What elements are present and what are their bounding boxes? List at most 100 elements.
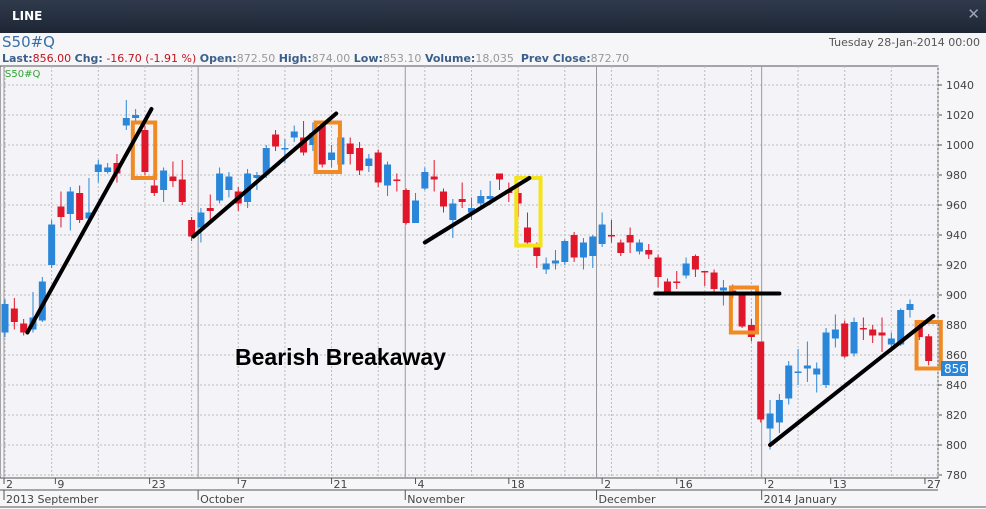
candle-body <box>738 295 746 327</box>
y-tick-label: 880 <box>946 319 967 332</box>
x-tick-label: 18 <box>511 478 525 491</box>
datetime: Tuesday 28-Jan-2014 00:00 <box>829 36 980 49</box>
candle-body <box>281 148 289 150</box>
y-tick-label: 980 <box>946 169 967 182</box>
candle-body <box>645 250 653 255</box>
candle-body <box>48 224 56 265</box>
candle-body <box>663 281 671 292</box>
candle-body <box>384 164 392 186</box>
candle-body <box>197 212 205 228</box>
x-tick-label: 9 <box>57 478 64 491</box>
candle-body <box>831 329 839 339</box>
candle-body <box>710 272 718 289</box>
candle-body <box>365 158 373 166</box>
candle-body <box>449 203 457 220</box>
candle-body <box>468 208 475 213</box>
candle-body <box>850 322 858 354</box>
open-value: 872.50 <box>236 52 276 65</box>
candle-body <box>775 400 783 423</box>
month-label: 2014 January <box>764 493 838 506</box>
annotation-text: Bearish Breakaway <box>235 344 446 370</box>
candle-body <box>906 304 914 310</box>
candle-body <box>430 176 438 180</box>
x-tick-label: 27 <box>927 478 941 491</box>
symbol-title: S50#Q <box>2 33 55 51</box>
x-tick-label: 21 <box>334 478 348 491</box>
candle-body <box>477 196 485 204</box>
candle-body <box>160 170 168 190</box>
candle-body <box>570 235 578 258</box>
x-tick-label: 2 <box>604 478 611 491</box>
candle-body <box>841 323 849 357</box>
candle-body <box>561 241 569 262</box>
month-label: October <box>200 493 244 506</box>
candle-body <box>104 167 112 172</box>
candle-body <box>132 115 140 118</box>
low-value: 853.10 <box>382 52 422 65</box>
y-tick-label: 840 <box>946 379 967 392</box>
trendline <box>768 314 936 447</box>
x-tick-label: 2 <box>767 478 774 491</box>
candle-body <box>458 199 466 202</box>
y-tick-label: 800 <box>946 439 967 452</box>
candle-body <box>822 332 830 385</box>
last-price-label: 856 <box>944 362 967 376</box>
x-tick-label: 7 <box>240 478 247 491</box>
trendline <box>422 176 532 245</box>
quote-info: Last:856.00 Chg: -16.70 (-1.91 %) Open:8… <box>2 52 629 65</box>
candle-body <box>20 323 28 333</box>
candle-body <box>262 148 270 174</box>
candle-body <box>766 413 774 429</box>
x-tick-label: 23 <box>152 478 166 491</box>
candle-body <box>607 235 615 237</box>
high-value: 874.00 <box>311 52 351 65</box>
candle-body <box>878 332 886 336</box>
trendline <box>191 111 339 239</box>
candle-body <box>290 131 298 138</box>
candle-body <box>654 257 662 277</box>
low-label: Low: <box>353 52 383 65</box>
window-titlebar: LINE ✕ <box>0 0 986 33</box>
candle-body <box>925 336 933 361</box>
last-price-tag <box>941 361 968 376</box>
chg-label: Chg: <box>74 52 103 65</box>
candle-body <box>402 190 410 223</box>
volume-value: 18,035 <box>475 52 514 65</box>
candle-body <box>719 287 727 291</box>
candle-body <box>682 263 690 276</box>
candle-body <box>328 152 336 160</box>
candle-body <box>412 200 420 223</box>
y-tick-label: 820 <box>946 409 967 422</box>
candle-body <box>635 242 643 252</box>
legend-label: S50#Q <box>5 69 40 80</box>
candle-body <box>533 245 541 256</box>
window-title: LINE <box>12 9 43 23</box>
candle-body <box>76 193 84 220</box>
candle-body <box>598 224 606 244</box>
volume-label: Volume: <box>424 52 476 65</box>
candle-body <box>523 227 531 243</box>
y-tick-label: 1000 <box>946 139 974 152</box>
y-tick-label: 900 <box>946 289 967 302</box>
last-value: 856.00 <box>32 52 72 65</box>
candle-body <box>421 172 429 189</box>
candle-body <box>150 185 158 193</box>
y-tick-label: 1040 <box>946 79 974 92</box>
open-label: Open: <box>199 52 237 65</box>
candle-body <box>803 365 811 369</box>
candle-body <box>551 260 559 264</box>
prev-close-label: Prev Close: <box>520 52 591 65</box>
candle-body <box>1 304 9 333</box>
candle-body <box>589 236 597 256</box>
candle-body <box>318 125 326 165</box>
month-label: November <box>407 493 465 506</box>
y-tick-label: 860 <box>946 349 967 362</box>
candle-body <box>869 329 877 336</box>
close-icon[interactable]: ✕ <box>967 5 980 23</box>
candle-body <box>486 196 494 199</box>
candle-body <box>542 263 550 270</box>
candle-body <box>440 191 448 207</box>
candle-body <box>897 310 905 345</box>
candle-body <box>141 130 149 172</box>
